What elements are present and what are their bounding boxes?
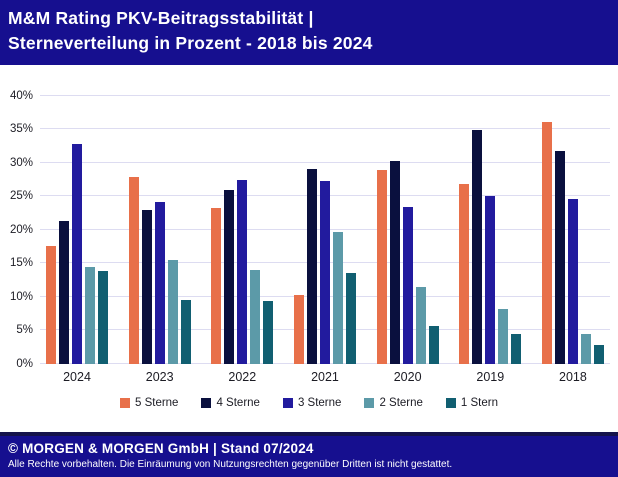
bar-2021-1-stern [345,272,356,364]
bars-row [40,96,610,364]
bar-group-2022 [211,96,274,364]
x-axis-labels: 2024 2023 2022 2021 2020 2019 2018 [40,370,610,384]
bar-2024-3-sterne [72,143,82,364]
x-tick-label-2021: 2021 [311,369,339,384]
y-tick-label: 40% [9,89,33,102]
legend-item-2-sterne: 2 Sterne [364,396,423,409]
title-banner: M&M Rating PKV-Beitragsstabilität | Ster… [0,0,618,65]
legend-label: 2 Sterne [379,396,423,409]
page-title-line2: Sterneverteilung in Prozent - 2018 bis 2… [8,32,373,53]
bar-2023-3-sterne [154,202,165,364]
bar-2020-3-sterne [402,206,413,364]
y-tick-label: 20% [9,223,33,236]
bar-2022-1-stern [263,300,274,364]
bar-2019-5-sterne [459,184,470,364]
gridline [40,128,610,130]
legend-label: 4 Sterne [216,396,260,409]
legend-item-5-sterne: 5 Sterne [119,396,179,409]
y-tick-label: 30% [9,156,33,169]
bar-2024-5-sterne [46,246,56,364]
gridline [40,161,610,163]
bar-2023-2-sterne [167,259,178,364]
legend-label: 1 Stern [460,396,498,409]
bar-2018-1-stern [593,344,604,364]
y-tick-label: 10% [9,290,33,303]
bar-2021-3-sterne [319,180,330,364]
legend-item-4-sterne: 4 Sterne [201,396,260,409]
bar-2019-2-sterne [498,308,509,364]
legend-swatch-4-sterne [201,397,212,408]
y-tick-label: 0% [16,357,33,370]
page-title-line1: M&M Rating PKV-Beitragsstabilität | [8,8,314,28]
bar-2018-5-sterne [541,121,552,364]
x-tick-label-2019: 2019 [476,369,505,384]
bar-2023-5-sterne [128,176,139,364]
bar-group-2019 [459,96,522,364]
bar-2024-1-stern [98,270,108,364]
bar-group-2024 [46,96,108,364]
bar-chart: 0% 5% 10% 15% 20% 25% 30% 35% 40% [0,90,618,370]
footer-banner: © MORGEN & MORGEN GmbH | Stand 07/2024 A… [0,432,618,477]
bar-2020-5-sterne [376,170,387,364]
legend: 5 Sterne 4 Sterne 3 Sterne 2 Sterne 1 Stern [0,397,618,409]
bar-2019-4-sterne [472,129,483,364]
x-tick-label-2020: 2020 [393,369,422,384]
bar-2018-4-sterne [554,151,565,364]
x-tick-label-2023: 2023 [145,369,174,384]
legend-item-1-stern: 1 Stern [445,396,498,409]
bar-2018-2-sterne [580,334,591,364]
legend-item-3-sterne: 3 Sterne [282,396,342,409]
bar-2022-3-sterne [237,180,248,364]
bar-group-2021 [293,96,356,364]
plot-area [40,94,610,364]
bar-2020-1-stern [428,325,439,364]
bar-group-2023 [128,96,191,364]
bar-2020-2-sterne [415,287,426,364]
x-tick-label-2024: 2024 [63,369,91,384]
bar-group-2020 [376,96,439,364]
footer-rights-note: Alle Rechte vorbehalten. Die Einräumung … [8,459,453,470]
bar-2023-1-stern [180,300,191,364]
bar-2021-4-sterne [306,169,317,364]
legend-swatch-3-sterne [282,397,293,408]
legend-swatch-2-sterne [364,397,375,408]
legend-label: 3 Sterne [297,396,342,409]
y-tick-label: 5% [16,324,33,337]
x-tick-label-2022: 2022 [228,369,257,384]
y-tick-label: 25% [9,190,33,203]
bar-2023-4-sterne [141,210,152,364]
footer-copyright: © MORGEN & MORGEN GmbH | Stand 07/2024 [8,441,314,456]
bar-2024-2-sterne [85,267,95,364]
legend-swatch-1-stern [445,397,456,408]
bar-2022-2-sterne [250,269,261,364]
x-tick-label-2018: 2018 [559,369,587,384]
bar-2020-4-sterne [389,160,400,364]
bar-2021-2-sterne [332,232,343,364]
bar-2021-5-sterne [293,295,304,364]
bar-2019-1-stern [511,333,522,364]
legend-swatch-5-sterne [119,397,130,408]
bar-2019-3-sterne [485,196,496,364]
bar-2024-4-sterne [59,220,69,364]
legend-label: 5 Sterne [134,396,179,409]
bar-group-2018 [541,96,604,364]
y-tick-label: 15% [9,257,33,270]
gridline [40,94,610,96]
bar-2022-4-sterne [224,190,235,364]
y-axis: 0% 5% 10% 15% 20% 25% 30% 35% 40% [0,90,40,370]
bar-2022-5-sterne [211,207,222,364]
bar-2018-3-sterne [567,198,578,364]
y-tick-label: 35% [9,123,33,136]
